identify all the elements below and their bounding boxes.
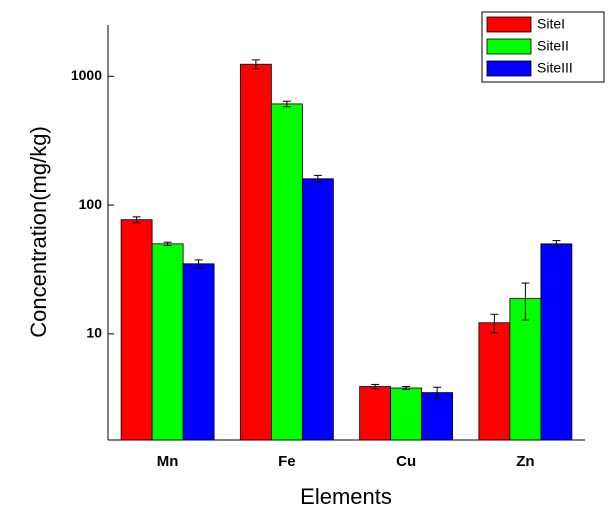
error-bar: [402, 386, 411, 390]
error-bar: [521, 282, 530, 321]
bar: [421, 392, 454, 441]
legend-label: SiteIII: [537, 60, 573, 76]
error-bar: [433, 386, 442, 399]
error-bar: [132, 216, 141, 224]
bar: [359, 386, 392, 441]
bar: [540, 243, 573, 441]
error-bar: [313, 174, 322, 183]
x-tick-label: Cu: [396, 453, 416, 470]
y-tick-label: 1000: [71, 67, 102, 83]
bar: [478, 322, 511, 441]
error-bar: [552, 240, 561, 248]
bar: [270, 103, 303, 441]
x-axis-label: Elements: [300, 484, 392, 509]
legend-label: SiteII: [537, 38, 569, 54]
y-tick-label: 10: [86, 325, 102, 341]
legend-label: SiteI: [537, 16, 565, 32]
legend-swatch: [486, 60, 532, 77]
x-tick-label: Fe: [278, 453, 296, 470]
legend-swatch: [486, 38, 532, 55]
error-bar: [371, 383, 380, 390]
y-tick-label: 100: [79, 196, 103, 212]
error-bar: [251, 59, 260, 70]
bar: [509, 298, 542, 441]
bar: [301, 178, 334, 441]
error-bar: [163, 241, 172, 247]
bar: [182, 263, 215, 441]
error-bar: [282, 100, 291, 108]
bar: [390, 387, 423, 441]
x-tick-label: Mn: [157, 453, 179, 470]
x-tick-label: Zn: [516, 453, 534, 470]
error-bar: [490, 313, 499, 334]
bar: [120, 219, 153, 441]
legend-swatch: [486, 16, 532, 33]
y-axis-label: Concentration(mg/kg): [26, 126, 51, 338]
bar: [151, 243, 184, 441]
error-bar: [194, 259, 203, 269]
bar: [239, 63, 272, 441]
